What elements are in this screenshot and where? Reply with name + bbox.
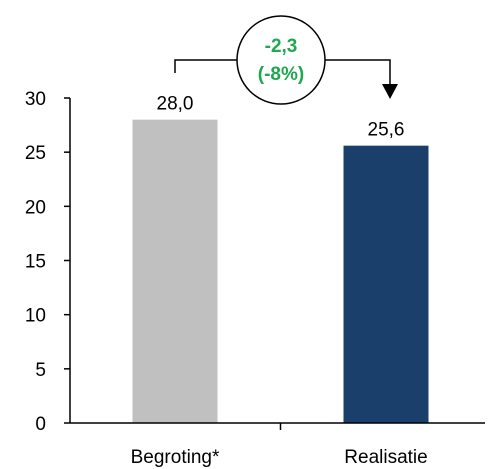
data-labels: 28,0 25,6 bbox=[157, 94, 405, 141]
y-tick-label: 30 bbox=[25, 89, 46, 110]
difference-value: -2,3 bbox=[265, 36, 298, 57]
difference-bracket: -2,3 (-8%) bbox=[174, 15, 398, 105]
y-tick-label: 20 bbox=[25, 197, 46, 218]
category-label: Begroting* bbox=[131, 447, 220, 468]
y-tick-label: 25 bbox=[25, 143, 46, 164]
y-tick-label: 15 bbox=[25, 252, 46, 273]
bracket-right-line bbox=[325, 59, 391, 86]
arrow-down-icon bbox=[382, 84, 398, 99]
x-axis-categories: Begroting* Realisatie bbox=[131, 447, 428, 468]
y-tick-label: 5 bbox=[35, 360, 46, 381]
bar-value-label: 28,0 bbox=[157, 94, 194, 115]
bar-value-label: 25,6 bbox=[368, 120, 405, 141]
category-label: Realisatie bbox=[344, 447, 427, 468]
difference-percent: (-8%) bbox=[258, 64, 304, 85]
y-tick-label: 10 bbox=[25, 306, 46, 327]
bracket-left-line bbox=[174, 59, 237, 73]
y-tick-label: 0 bbox=[35, 414, 46, 435]
y-axis-ticks: 0 5 10 15 20 25 30 bbox=[25, 89, 282, 435]
bar bbox=[132, 119, 218, 424]
bar bbox=[343, 145, 429, 423]
bars bbox=[132, 119, 429, 424]
difference-circle bbox=[236, 15, 326, 105]
